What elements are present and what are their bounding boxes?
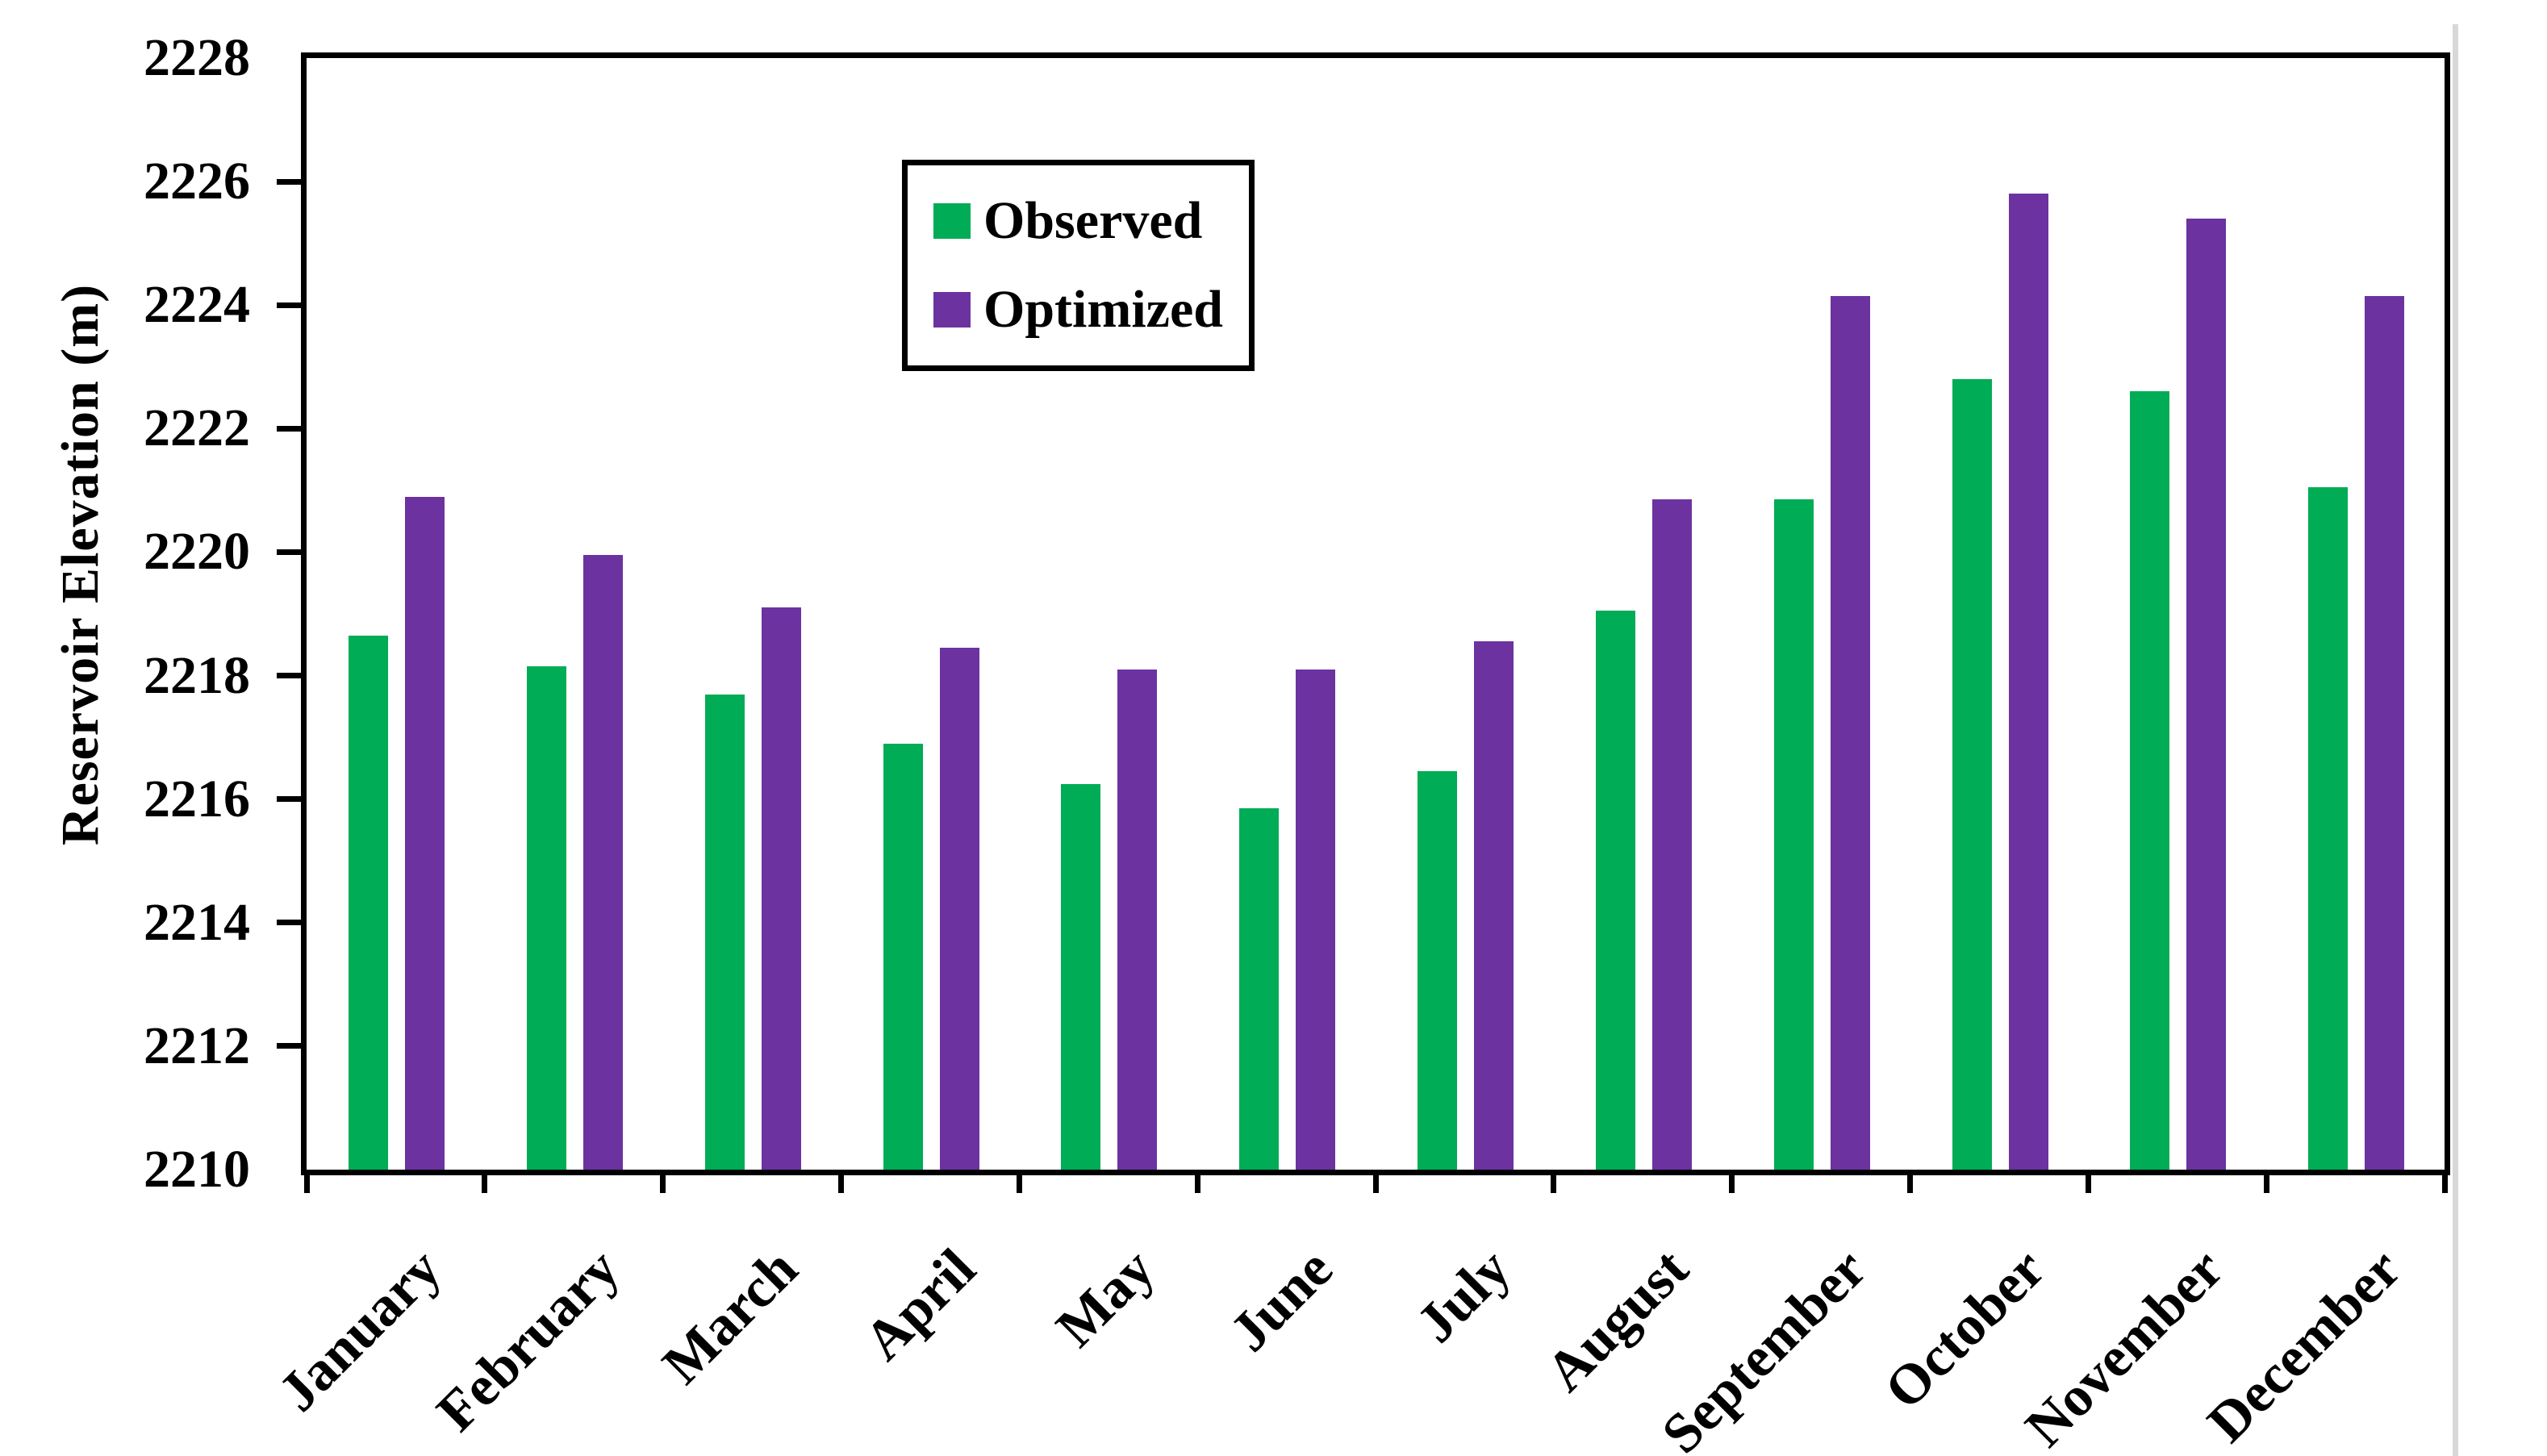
y-tick-mark-2214 [277,920,301,926]
x-label-february: February [425,1237,632,1444]
bar-optimized-october [2008,194,2048,1170]
y-tick-label-2216: 2216 [144,769,250,828]
bar-observed-october [1952,379,1992,1170]
bar-observed-may [1061,783,1101,1170]
legend-label-optimized: Optimized [983,280,1223,339]
y-tick-label-2214: 2214 [144,892,250,952]
x-label-may: May [1044,1237,1167,1359]
optimized-swatch-icon [933,292,971,327]
bar-optimized-june [1296,669,1336,1170]
bar-observed-november [2130,391,2170,1170]
bar-observed-july [1418,771,1457,1170]
x-tick-mark-9 [1907,1175,1913,1193]
x-tick-mark-8 [1729,1175,1735,1193]
plot-area: 2210 2212 2214 2216 2218 2220 2222 2224 2226 2228… [144,31,2450,1456]
x-tick-mark-3 [838,1175,844,1193]
legend-entry-optimized: Optimized [933,283,1249,336]
x-tick-mark-7 [1551,1175,1557,1193]
bar-observed-january [349,635,388,1170]
x-tick-mark-0 [303,1175,310,1193]
y-tick-mark-2226 [277,178,301,185]
y-tick-mark-2216 [277,796,301,803]
bar-optimized-november [2186,219,2227,1170]
y-tick-label-2226: 2226 [144,152,250,211]
page-edge-line [2453,24,2458,1456]
x-label-august: August [1534,1237,1701,1404]
y-tick-mark-2224 [277,302,301,308]
bar-observed-june [1239,808,1280,1170]
bar-optimized-december [2365,295,2405,1170]
bar-optimized-may [1117,669,1158,1170]
x-label-december: December [2196,1237,2414,1454]
bar-observed-august [1595,611,1635,1170]
y-tick-mark-2218 [277,673,301,679]
legend: Observed Optimized [902,160,1255,371]
x-tick-mark-4 [1016,1175,1022,1193]
y-tick-label-2212: 2212 [144,1016,250,1075]
x-label-july: July [1405,1237,1523,1355]
bar-observed-december [2308,487,2349,1170]
x-label-january: January [267,1237,454,1424]
bar-optimized-july [1474,641,1514,1170]
bar-observed-april [883,743,923,1170]
y-tick-label-2218: 2218 [144,645,250,705]
x-tick-mark-10 [2085,1175,2091,1193]
legend-label-observed: Observed [983,191,1203,250]
y-tick-label-2224: 2224 [144,275,250,335]
x-label-october: October [1873,1237,2057,1421]
x-label-november: November [2014,1237,2236,1456]
x-tick-mark-11 [2263,1175,2269,1193]
y-tick-mark-2220 [277,549,301,555]
x-tick-mark-6 [1372,1175,1379,1193]
observed-swatch-icon [933,203,971,239]
y-tick-label-2220: 2220 [144,522,250,582]
x-tick-mark-12 [2441,1175,2448,1193]
x-tick-mark-1 [482,1175,488,1193]
x-label-march: March [651,1237,810,1396]
y-tick-mark-2212 [277,1043,301,1049]
y-tick-mark-2222 [277,425,301,432]
bar-optimized-september [1830,295,1870,1170]
bar-observed-february [526,666,566,1170]
bar-observed-september [1773,499,1814,1170]
bar-optimized-january [405,496,445,1170]
bar-optimized-april [939,648,979,1170]
x-tick-mark-5 [1194,1175,1200,1193]
legend-entry-observed: Observed [933,194,1249,248]
y-tick-label-2228: 2228 [144,28,250,87]
x-label-april: April [853,1237,988,1373]
y-tick-label-2210: 2210 [144,1140,250,1199]
bar-optimized-august [1651,499,1692,1170]
y-tick-label-2222: 2222 [144,398,250,458]
bar-optimized-february [582,555,623,1170]
x-tick-mark-2 [660,1175,666,1193]
bar-optimized-march [761,607,801,1170]
bar-observed-march [704,694,745,1170]
x-label-june: June [1217,1237,1345,1364]
y-axis-title: Reservoir Elevation (m) [51,283,110,846]
